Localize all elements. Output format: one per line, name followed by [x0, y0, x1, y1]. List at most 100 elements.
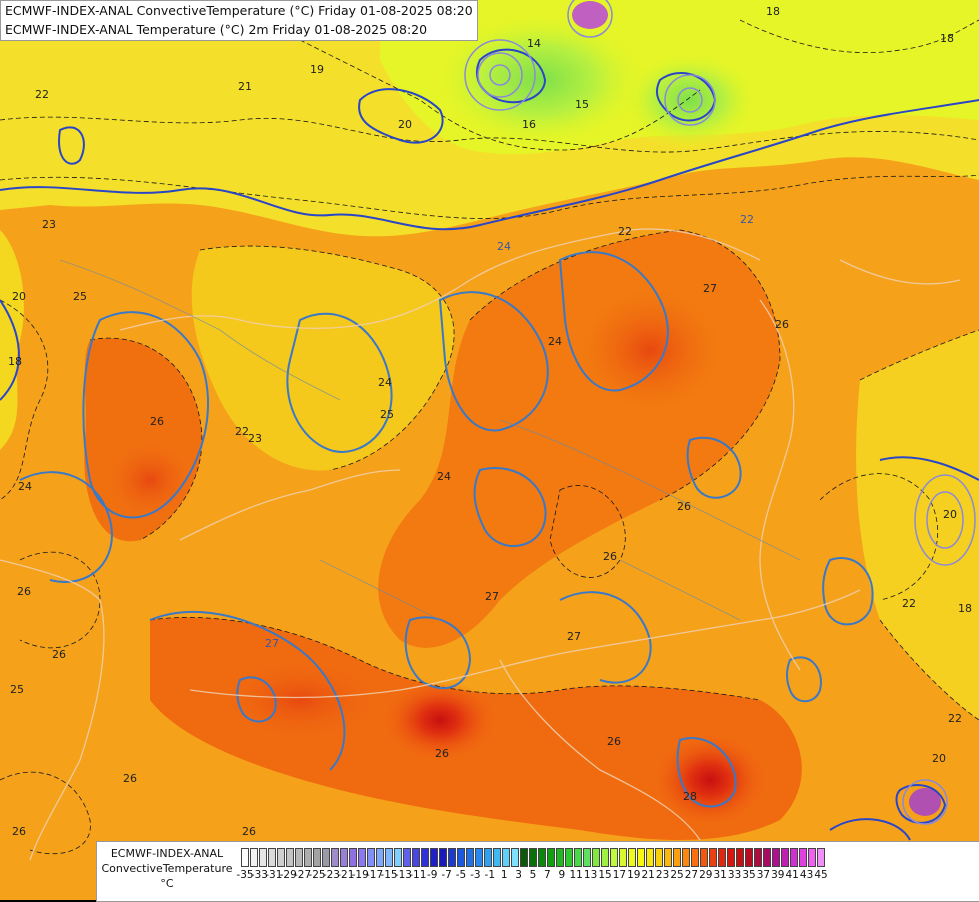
legend-swatch	[646, 848, 654, 867]
legend-swatch	[790, 848, 798, 867]
contour-label: 22	[948, 712, 962, 725]
legend-swatch	[349, 848, 357, 867]
legend-tick-label: 23	[655, 869, 670, 881]
legend-tick-label: -29	[279, 869, 297, 881]
legend-swatch	[691, 848, 699, 867]
contour-label: 16	[522, 118, 536, 131]
legend-swatch	[268, 848, 276, 867]
legend-tick-label: -7	[441, 869, 452, 881]
legend-swatch	[736, 848, 744, 867]
legend-tick-label: 3	[515, 869, 522, 881]
legend-tick-label: 35	[742, 869, 756, 881]
field-cool-spot-2	[620, 50, 760, 150]
contour-label: 23	[248, 432, 262, 445]
legend-tick-label: 41	[785, 869, 799, 881]
contour-label: 27	[485, 590, 499, 603]
isotherm-dashed-group	[0, 19, 979, 854]
legend-tick-label: 25	[670, 869, 684, 881]
legend-tick-label: -21	[337, 869, 355, 881]
legend-swatch	[502, 848, 510, 867]
contour-label: 26	[123, 772, 137, 785]
contour-label: 20	[12, 290, 26, 303]
legend-swatch	[637, 848, 645, 867]
legend-swatch	[574, 848, 582, 867]
legend-tick-label: 1	[500, 869, 508, 881]
contour-label: 27	[567, 630, 581, 643]
legend-swatch	[295, 848, 303, 867]
legend-swatch	[421, 848, 429, 867]
legend-tick-label: -33	[250, 869, 268, 881]
legend-tick-label: 7	[544, 869, 551, 881]
legend-swatch	[457, 848, 465, 867]
contour-label: 22	[618, 225, 632, 238]
title-line-1: ECMWF-INDEX-ANAL ConvectiveTemperature (…	[5, 3, 473, 18]
legend-tick-label: 15	[598, 869, 612, 881]
legend-swatch	[403, 848, 411, 867]
legend-swatch	[358, 848, 366, 867]
legend-swatch	[511, 848, 519, 867]
legend-swatch	[331, 848, 339, 867]
legend-swatch	[619, 848, 627, 867]
legend-swatch	[565, 848, 573, 867]
legend-tick-label: 29	[699, 869, 713, 881]
field-hot-spot-1	[385, 680, 495, 760]
legend-swatch	[709, 848, 717, 867]
contour-label: 26	[677, 500, 691, 513]
title-line-2: ECMWF-INDEX-ANAL Temperature (°C) 2m Fri…	[5, 22, 428, 37]
legend-swatch	[727, 848, 735, 867]
legend-swatch	[493, 848, 501, 867]
legend-tick-label: 19	[627, 869, 641, 881]
contour-label: 26	[607, 735, 621, 748]
contour-label: 22	[235, 425, 249, 438]
contour-label: 24	[437, 470, 451, 483]
contour-label: 24	[548, 335, 562, 348]
legend-label: ECMWF-INDEX-ANAL ConvectiveTemperature °…	[97, 846, 237, 891]
legend-swatch	[376, 848, 384, 867]
contour-violet-group	[464, 0, 976, 825]
field-hot-spot-4	[580, 290, 720, 410]
legend-tick-label: -9	[426, 869, 438, 881]
contour-label: 18	[8, 355, 22, 368]
legend-label-line-2: ConvectiveTemperature	[101, 862, 233, 875]
field-cool-spot-1	[430, 10, 650, 150]
legend-swatch	[340, 848, 348, 867]
contour-label: 26	[150, 415, 164, 428]
contour-label: 18	[958, 602, 972, 615]
legend-swatch	[286, 848, 294, 867]
legend-swatch	[466, 848, 474, 867]
legend-swatch	[439, 848, 447, 867]
contour-label: 20	[398, 118, 412, 131]
legend-swatch	[304, 848, 312, 867]
legend-tick-label: 27	[684, 869, 699, 881]
legend-swatch	[718, 848, 726, 867]
contour-label: 24	[497, 240, 511, 253]
legend-swatch	[538, 848, 546, 867]
color-legend: ECMWF-INDEX-ANAL ConvectiveTemperature °…	[96, 841, 979, 902]
contour-label: 25	[380, 408, 394, 421]
contour-label: 26	[52, 648, 66, 661]
legend-swatch	[367, 848, 375, 867]
map-title-box: ECMWF-INDEX-ANAL ConvectiveTemperature (…	[0, 0, 478, 41]
legend-tick-label: 9	[558, 869, 566, 881]
legend-swatch	[817, 848, 825, 867]
legend-swatch	[394, 848, 402, 867]
contour-label: 24	[378, 376, 392, 389]
legend-tick-label: 39	[771, 869, 785, 881]
contour-label: 24	[18, 480, 32, 493]
legend-swatch	[430, 848, 438, 867]
contour-label: 15	[575, 98, 589, 111]
legend-tick-label: -15	[380, 869, 398, 881]
legend-tick-label: -13	[394, 869, 412, 881]
legend-swatch	[259, 848, 267, 867]
legend-tick-label: -3	[470, 869, 481, 881]
legend-swatch	[772, 848, 780, 867]
contour-label: 26	[12, 825, 26, 838]
legend-swatch	[322, 848, 330, 867]
legend-tick-label: 45	[814, 869, 828, 881]
legend-swatch	[799, 848, 807, 867]
legend-swatch	[655, 848, 663, 867]
field-yellow-west	[0, 230, 24, 450]
field-hot-spot-3	[220, 660, 380, 740]
legend-tick-label: -23	[322, 869, 340, 881]
